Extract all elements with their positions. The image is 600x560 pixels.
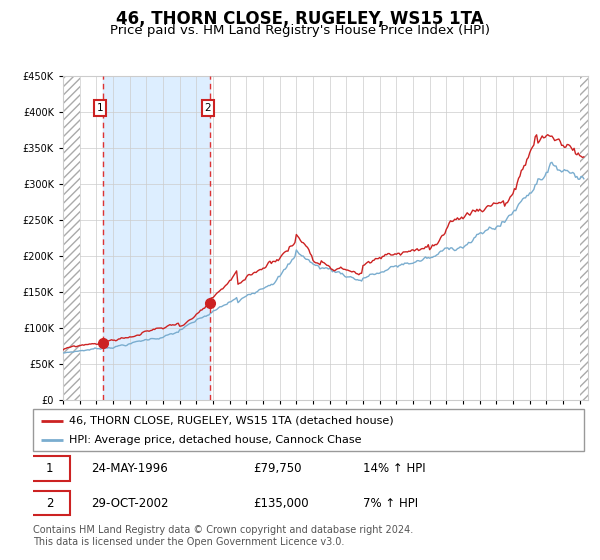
Text: 46, THORN CLOSE, RUGELEY, WS15 1TA (detached house): 46, THORN CLOSE, RUGELEY, WS15 1TA (deta… xyxy=(69,416,394,426)
Text: 2: 2 xyxy=(46,497,53,510)
FancyBboxPatch shape xyxy=(29,456,70,480)
Text: 14% ↑ HPI: 14% ↑ HPI xyxy=(364,462,426,475)
Text: 29-OCT-2002: 29-OCT-2002 xyxy=(91,497,169,510)
FancyBboxPatch shape xyxy=(33,409,584,451)
Text: £135,000: £135,000 xyxy=(253,497,309,510)
Text: 46, THORN CLOSE, RUGELEY, WS15 1TA: 46, THORN CLOSE, RUGELEY, WS15 1TA xyxy=(116,10,484,28)
Text: 1: 1 xyxy=(97,103,103,113)
Bar xyxy=(103,76,210,400)
Text: Price paid vs. HM Land Registry's House Price Index (HPI): Price paid vs. HM Land Registry's House … xyxy=(110,24,490,36)
Text: 24-MAY-1996: 24-MAY-1996 xyxy=(91,462,167,475)
Text: £79,750: £79,750 xyxy=(253,462,302,475)
Text: HPI: Average price, detached house, Cannock Chase: HPI: Average price, detached house, Cann… xyxy=(69,435,361,445)
Text: 1: 1 xyxy=(46,462,53,475)
Text: Contains HM Land Registry data © Crown copyright and database right 2024.
This d: Contains HM Land Registry data © Crown c… xyxy=(33,525,413,547)
Text: 7% ↑ HPI: 7% ↑ HPI xyxy=(364,497,419,510)
Text: 2: 2 xyxy=(205,103,211,113)
FancyBboxPatch shape xyxy=(29,491,70,515)
